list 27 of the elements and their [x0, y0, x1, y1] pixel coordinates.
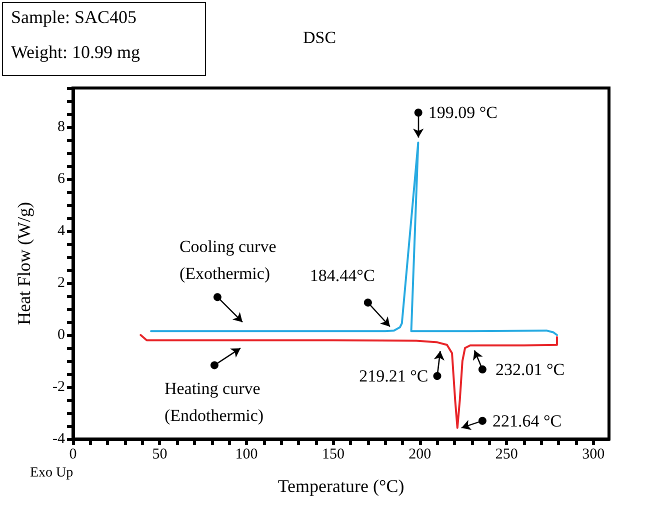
x-tick-label: 250	[495, 446, 518, 462]
x-tick-label: 0	[69, 446, 77, 462]
y-tick-label: -2	[52, 379, 65, 395]
annotation: 221.64 °C	[492, 411, 562, 430]
text: Heating curve (Endothermic)	[164, 379, 265, 426]
x-axis-title: Temperature (°C)	[278, 476, 404, 496]
y-tick-label: 0	[58, 327, 65, 343]
annotation: 199.09 °C	[428, 103, 498, 122]
x-tick-label: 50	[152, 446, 168, 462]
text-box: Sample: SAC405 Weight: 10.99 mg	[2, 2, 206, 76]
y-tick-label: -4	[52, 431, 66, 447]
annotation: 219.21 °C	[359, 366, 428, 386]
text: Exo Up	[30, 466, 74, 480]
y-tick-label: 4	[58, 223, 66, 239]
annotation: 232.01 °C	[495, 360, 565, 379]
x-tick-label: 200	[408, 446, 432, 462]
text: Cooling curve (Exothermic)	[179, 237, 281, 284]
y-axis-title: Heat Flow (W/g)	[14, 202, 34, 325]
chart-title: DSC	[303, 28, 336, 47]
annotation: 184.44°C	[310, 266, 375, 286]
y-tick-label: 6	[58, 171, 66, 187]
x-tick-label: 100	[235, 446, 258, 462]
y-tick-label: 2	[58, 275, 65, 291]
y-tick-label: 8	[58, 119, 65, 135]
line-series	[150, 142, 558, 336]
x-tick-label: 300	[582, 446, 605, 462]
x-tick-label: 150	[322, 446, 344, 462]
